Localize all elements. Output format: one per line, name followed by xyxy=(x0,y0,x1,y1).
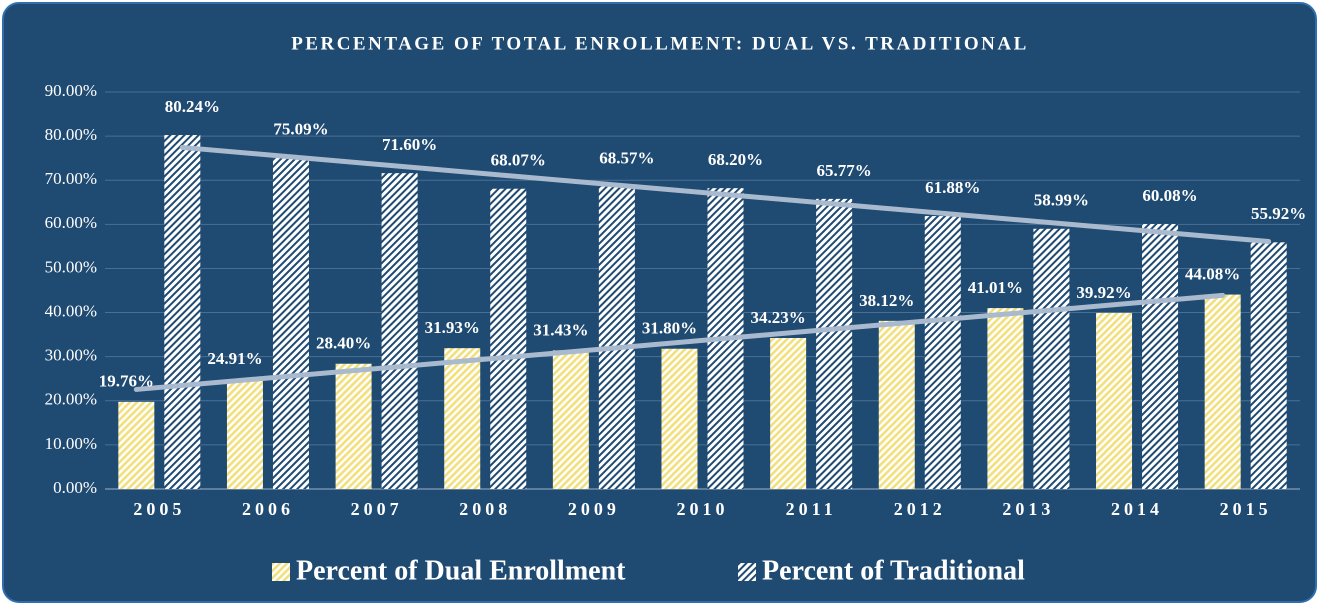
data-label: 68.57% xyxy=(599,148,654,167)
y-tick-label: 40.00% xyxy=(45,301,97,320)
bar xyxy=(1142,223,1179,489)
data-label: 65.77% xyxy=(817,161,872,180)
data-label: 68.07% xyxy=(491,151,546,170)
bar xyxy=(1204,294,1241,489)
chart-title: PERCENTAGE OF TOTAL ENROLLMENT: DUAL VS.… xyxy=(291,33,1029,54)
y-tick-label: 10.00% xyxy=(45,434,97,453)
bar xyxy=(272,157,309,490)
data-label: 41.01% xyxy=(968,278,1023,297)
data-label: 80.24% xyxy=(165,97,220,116)
y-tick-label: 60.00% xyxy=(45,213,97,232)
bar xyxy=(444,348,481,489)
bar xyxy=(924,216,961,489)
bar xyxy=(878,320,915,489)
x-tick-label: 2010 xyxy=(677,499,729,519)
data-label: 75.09% xyxy=(273,120,328,139)
bar xyxy=(816,198,853,489)
trend-line xyxy=(179,144,1272,245)
data-label: 60.08% xyxy=(1142,186,1197,205)
data-label: 38.12% xyxy=(859,291,914,310)
data-label: 68.20% xyxy=(708,150,763,169)
y-tick-label: 80.00% xyxy=(45,125,97,144)
bar xyxy=(490,188,527,490)
bar xyxy=(226,379,263,489)
x-tick-label: 2015 xyxy=(1220,499,1272,519)
x-tick-label: 2011 xyxy=(786,499,837,519)
legend-swatch xyxy=(738,563,756,581)
bar xyxy=(598,186,635,490)
data-label: 24.91% xyxy=(207,349,262,368)
data-label: 55.92% xyxy=(1251,204,1306,223)
data-label: 71.60% xyxy=(382,135,437,154)
bar xyxy=(1033,228,1070,489)
data-label: 58.99% xyxy=(1034,191,1089,210)
x-tick-label: 2006 xyxy=(242,499,294,519)
legend-label: Percent of Dual Enrollment xyxy=(296,555,626,586)
x-tick-label: 2005 xyxy=(133,499,185,519)
data-label: 61.88% xyxy=(925,178,980,197)
x-tick-label: 2014 xyxy=(1111,499,1163,519)
data-label: 44.08% xyxy=(1185,264,1240,283)
y-tick-label: 20.00% xyxy=(45,390,97,409)
data-label: 34.23% xyxy=(751,308,806,327)
bar xyxy=(118,401,155,489)
trend-line xyxy=(133,292,1226,392)
x-tick-label: 2012 xyxy=(894,499,946,519)
bar xyxy=(1096,312,1133,489)
x-tick-label: 2008 xyxy=(459,499,511,519)
y-tick-label: 70.00% xyxy=(45,169,97,188)
data-label: 39.92% xyxy=(1076,283,1131,302)
bar xyxy=(661,348,698,489)
bar xyxy=(1250,242,1287,489)
x-tick-label: 2009 xyxy=(568,499,620,519)
bar xyxy=(987,308,1024,489)
data-label: 31.43% xyxy=(533,320,588,339)
bar xyxy=(164,135,201,490)
legend-label: Percent of Traditional xyxy=(762,555,1025,586)
bar xyxy=(381,173,418,490)
legend-swatch xyxy=(272,563,290,581)
y-tick-label: 90.00% xyxy=(45,81,97,100)
x-tick-label: 2013 xyxy=(1002,499,1054,519)
x-tick-label: 2007 xyxy=(351,499,403,519)
bar xyxy=(552,350,589,489)
data-label: 19.76% xyxy=(99,372,154,391)
data-label: 31.80% xyxy=(642,319,697,338)
y-tick-label: 0.00% xyxy=(53,478,97,497)
bar xyxy=(335,363,372,489)
data-label: 28.40% xyxy=(316,334,371,353)
data-label: 31.93% xyxy=(425,318,480,337)
bar xyxy=(770,338,807,489)
y-tick-label: 50.00% xyxy=(45,257,97,276)
y-tick-label: 30.00% xyxy=(45,346,97,365)
